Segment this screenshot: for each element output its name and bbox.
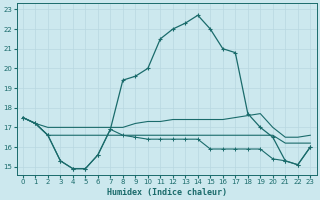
X-axis label: Humidex (Indice chaleur): Humidex (Indice chaleur): [107, 188, 227, 197]
